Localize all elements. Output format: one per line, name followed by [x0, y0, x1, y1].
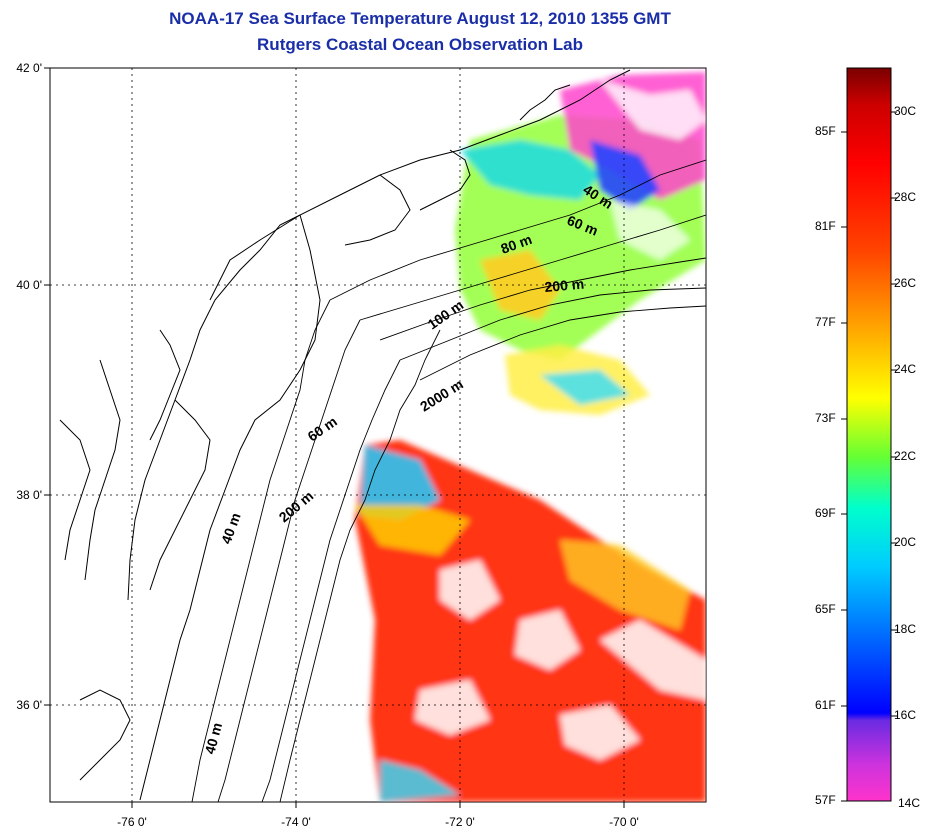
colorbar-c-label: 22C [894, 449, 917, 463]
colorbar-c-label: 18C [894, 622, 917, 636]
colorbar-c-label: 30C [894, 104, 917, 118]
lon-tick-label: -76 0' [117, 815, 147, 829]
lat-tick-label: 38 0' [16, 488, 42, 502]
colorbar-c-label: 28C [894, 190, 917, 204]
colorbar-c-label: 24C [894, 362, 917, 376]
lat-tick-label: 42 0' [16, 61, 42, 75]
map-subtitle: Rutgers Coastal Ocean Observation Lab [257, 35, 583, 54]
lon-tick-label: -72 0' [445, 815, 475, 829]
colorbar-f-label: 85F [815, 124, 836, 138]
isobath-lines [191, 159, 706, 802]
colorbar-f-label: 65F [815, 602, 836, 616]
colorbar-f-label: 73F [815, 411, 836, 425]
lon-tick-label: -74 0' [281, 815, 311, 829]
colorbar-f-label: 57F [815, 793, 836, 807]
isobath-label: 200 m [544, 276, 585, 295]
lat-tick-label: 36 0' [16, 698, 42, 712]
colorbar-c-label: 26C [894, 276, 917, 290]
colorbar-c-label: 20C [894, 535, 917, 549]
colorbar-f-label: 61F [815, 698, 836, 712]
graticule [50, 68, 706, 802]
map-title: NOAA-17 Sea Surface Temperature August 1… [169, 9, 671, 28]
sst-south-patch [355, 440, 706, 802]
colorbar-f-label: 77F [815, 315, 836, 329]
colorbar-f-label: 69F [815, 506, 836, 520]
colorbar [846, 67, 892, 802]
isobath-label: 40 m [201, 721, 225, 756]
tick-marks [44, 67, 625, 808]
lat-tick-label: 40 0' [16, 278, 42, 292]
colorbar-c-label: 14C [898, 796, 921, 810]
colorbar-f-label: 81F [815, 219, 836, 233]
colorbar-c-label: 16C [894, 708, 917, 722]
colorbar-ticks [841, 111, 897, 802]
lon-tick-label: -70 0' [609, 815, 639, 829]
